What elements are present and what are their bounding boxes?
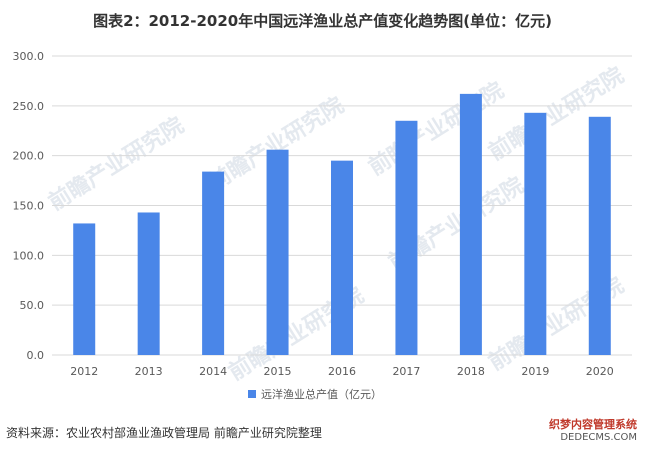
- y-tick-label-0: 0.0: [27, 349, 45, 362]
- y-tick-label-3: 150.0: [13, 200, 45, 213]
- bar-2013: [137, 212, 160, 355]
- bar-2016: [331, 160, 353, 355]
- x-tick-label-2014: 2014: [199, 365, 227, 378]
- bar-2019: [524, 112, 547, 355]
- x-tick-label-2016: 2016: [328, 365, 356, 378]
- y-tick-label-5: 250.0: [13, 100, 45, 113]
- x-tick-label-2019: 2019: [521, 365, 549, 378]
- bar-2020: [588, 116, 611, 356]
- bar-2015: [266, 149, 289, 355]
- y-tick-label-6: 300.0: [13, 50, 45, 63]
- y-tick-label-1: 50.0: [20, 299, 45, 312]
- y-tick-label-4: 200.0: [13, 150, 45, 163]
- y-tick-label-2: 100.0: [13, 249, 45, 262]
- watermark-0: 前瞻产业研究院: [44, 112, 188, 216]
- x-tick-label-2012: 2012: [70, 365, 98, 378]
- corner-badge-bottom: DEDECMS.COM: [560, 432, 637, 443]
- legend-label: 远洋渔业总产值（亿元）: [261, 387, 382, 401]
- corner-badge: 织梦内容管理系统 DEDECMS.COM: [519, 416, 637, 443]
- bar-2014: [202, 171, 225, 355]
- x-tick-label-2017: 2017: [392, 365, 420, 378]
- bar-2017: [395, 120, 418, 356]
- x-tick-label-2013: 2013: [135, 365, 163, 378]
- source-note: 资料来源：农业农村部渔业渔政管理局 前瞻产业研究院整理: [6, 426, 322, 440]
- x-tick-label-2015: 2015: [264, 365, 292, 378]
- chart-title: 图表2：2012-2020年中国远洋渔业总产值变化趋势图(单位：亿元): [93, 12, 552, 30]
- watermark-2: 前瞻产业研究院: [364, 77, 508, 181]
- bar-2012: [73, 223, 96, 355]
- corner-badge-top: 织梦内容管理系统: [549, 418, 637, 431]
- x-tick-label-2018: 2018: [457, 365, 485, 378]
- bar-2018: [459, 93, 482, 355]
- x-tick-label-2020: 2020: [586, 365, 614, 378]
- legend-swatch: [248, 390, 256, 398]
